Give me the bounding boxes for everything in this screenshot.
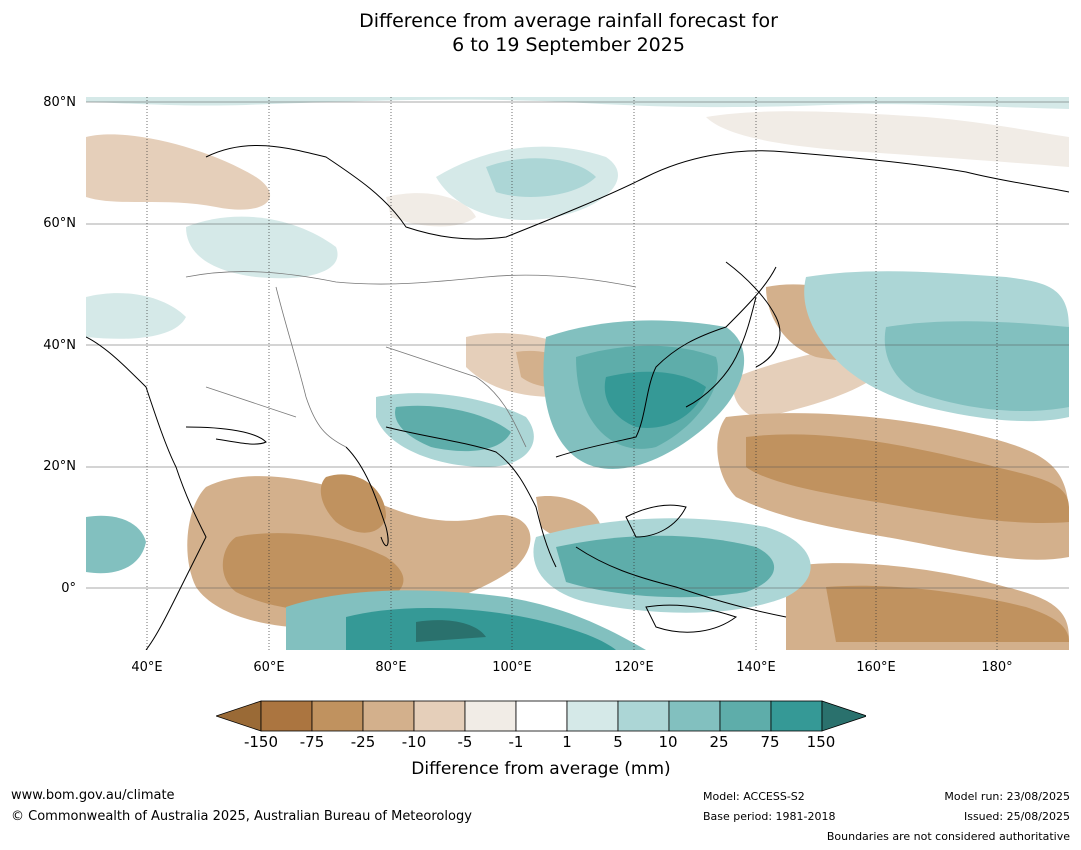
colorbar-cell [770, 700, 823, 732]
lat-label-40n: 40°N [43, 338, 76, 353]
colorbar-cell [413, 700, 466, 732]
footer-copyright: © Commonwealth of Australia 2025, Austra… [11, 809, 472, 824]
map-svg [86, 97, 1069, 650]
footer-issued: Issued: 25/08/2025 [963, 810, 1070, 823]
footer-model-run: Model run: 23/08/2025 [944, 790, 1070, 803]
graticule [86, 101, 1069, 589]
colorbar-tick: -150 [243, 733, 279, 751]
colorbar-cell [362, 700, 415, 732]
title-line-2: 6 to 19 September 2025 [452, 34, 685, 56]
lon-label-180: 180° [981, 660, 1013, 675]
lon-label-140e: 140°E [736, 660, 776, 675]
footer-disclaimer: Boundaries are not considered authoritat… [826, 830, 1070, 843]
colorbar-cell [260, 700, 313, 732]
lat-label-60n: 60°N [43, 216, 76, 231]
colorbar-tick: 150 [806, 733, 836, 751]
colorbar-cell [617, 700, 670, 732]
lon-label-60e: 60°E [253, 660, 285, 675]
footer-url[interactable]: www.bom.gov.au/climate [11, 788, 175, 803]
lon-label-40e: 40°E [131, 660, 163, 675]
colorbar-tick: 1 [562, 733, 572, 751]
colorbar-tick: -75 [299, 733, 325, 751]
map-title: Difference from average rainfall forecas… [0, 9, 1081, 57]
lon-label-80e: 80°E [375, 660, 407, 675]
coastlines [86, 144, 1069, 650]
colorbar-tick: -10 [401, 733, 427, 751]
colorbar-tick: 75 [760, 733, 780, 751]
colorbar-label: Difference from average (mm) [411, 759, 671, 779]
colorbar [216, 700, 866, 732]
footer-base-period: Base period: 1981-2018 [703, 810, 836, 823]
colorbar-cell [311, 700, 364, 732]
lat-label-80n: 80°N [43, 95, 76, 110]
title-line-1: Difference from average rainfall forecas… [359, 10, 778, 32]
colorbar-tick: 10 [658, 733, 678, 751]
lon-label-160e: 160°E [856, 660, 896, 675]
colorbar-extend-low [216, 700, 262, 732]
colorbar-cell [464, 700, 517, 732]
country-borders [185, 271, 637, 448]
colorbar-cell [668, 700, 721, 732]
wet-anomaly-regions [86, 97, 1069, 650]
lon-label-100e: 100°E [492, 660, 532, 675]
colorbar-tick: -1 [508, 733, 524, 751]
lat-label-20n: 20°N [43, 459, 76, 474]
lon-label-120e: 120°E [614, 660, 654, 675]
colorbar-tick: 5 [613, 733, 623, 751]
colorbar-cell [719, 700, 772, 732]
footer-model: Model: ACCESS-S2 [703, 790, 805, 803]
dry-anomaly-regions [86, 111, 1069, 650]
colorbar-extend-high [821, 700, 866, 732]
colorbar-tick: -5 [457, 733, 473, 751]
meridians [146, 97, 998, 650]
rainfall-map [86, 97, 1069, 650]
colorbar-tick: -25 [350, 733, 376, 751]
colorbar-tick: 25 [709, 733, 729, 751]
colorbar-cell [566, 700, 619, 732]
lat-label-0: 0° [61, 581, 76, 596]
colorbar-cell [515, 700, 568, 732]
